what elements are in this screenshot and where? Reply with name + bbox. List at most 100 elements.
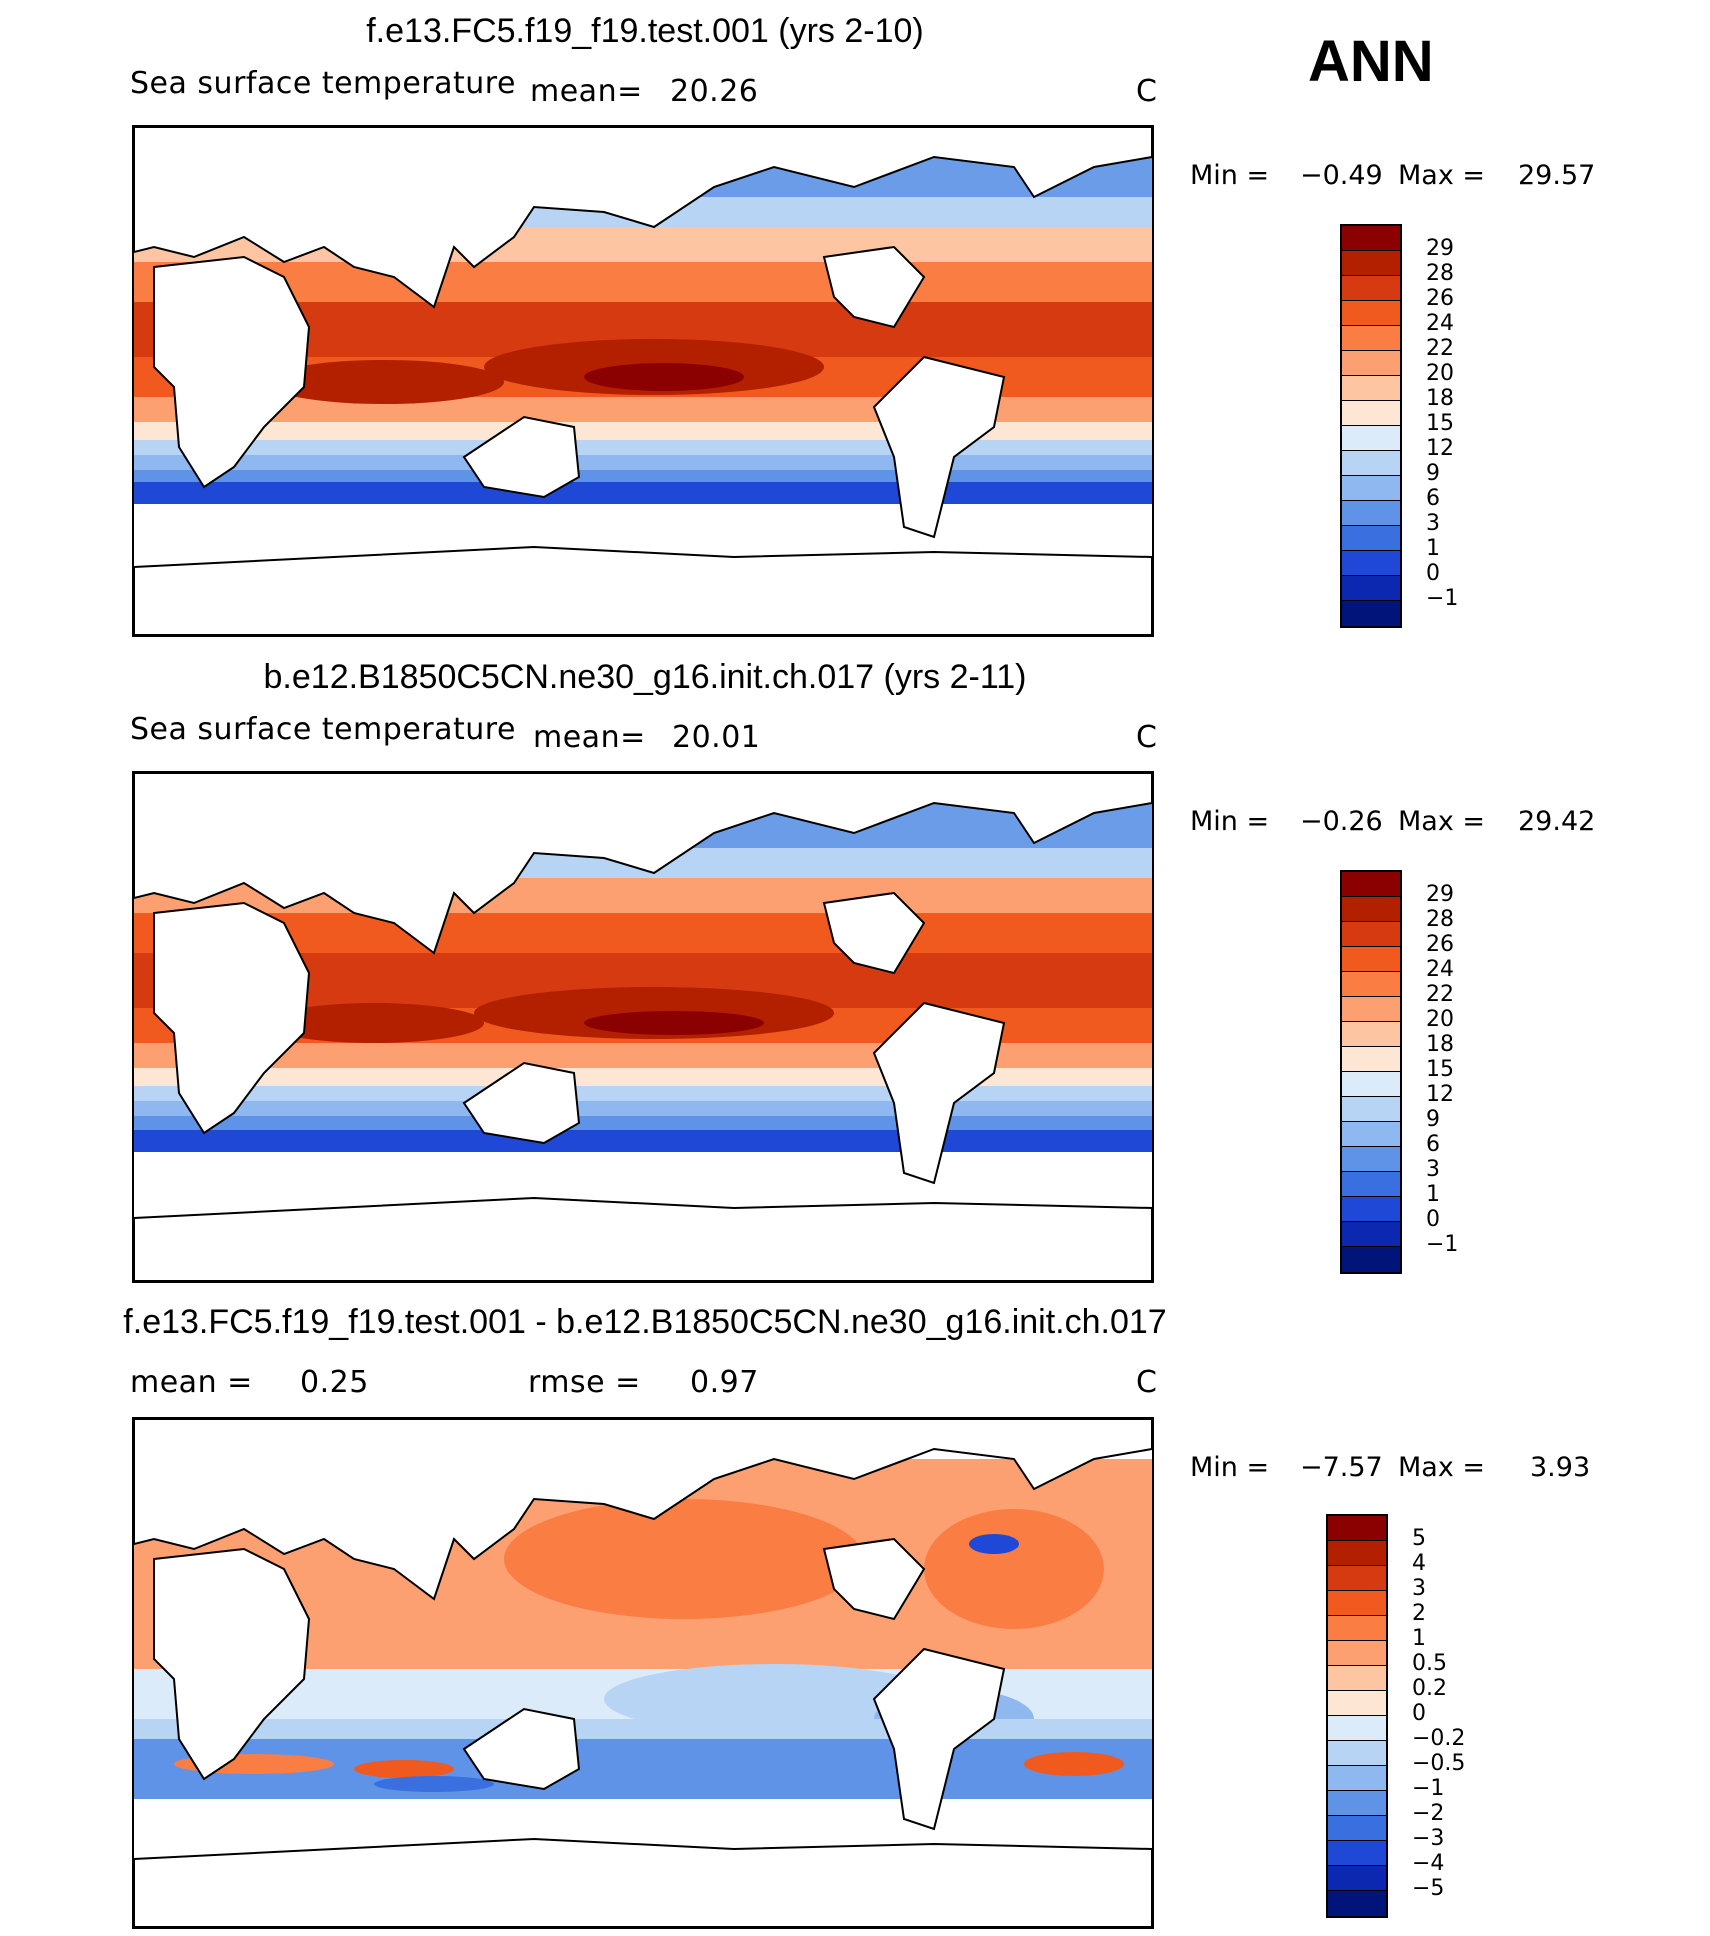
colorbar-segment (1342, 1022, 1400, 1047)
colorbar-tick-label: 3 (1426, 511, 1440, 536)
colorbar-tick-label: −3 (1412, 1826, 1445, 1851)
min-value: −0.49 (1300, 160, 1383, 191)
colorbar-segment (1342, 1222, 1400, 1247)
colorbar-tick-label: 28 (1426, 261, 1454, 286)
colorbar-box (1326, 1514, 1388, 1918)
colorbar-tick-label: 6 (1426, 486, 1440, 511)
colorbar-tick-label: 15 (1426, 411, 1454, 436)
colorbar-segment (1342, 226, 1400, 251)
colorbar-segment (1328, 1591, 1386, 1616)
mean-label: mean = (130, 1365, 253, 1400)
map-svg (134, 127, 1152, 635)
min-label: Min = (1190, 1452, 1270, 1483)
colorbar-segment (1342, 476, 1400, 501)
colorbar-segment (1342, 1197, 1400, 1222)
colorbar-segment (1342, 326, 1400, 351)
colorbar-box (1340, 870, 1402, 1274)
colorbar-segment (1328, 1816, 1386, 1841)
colorbar-segment (1328, 1641, 1386, 1666)
colorbar-segment (1342, 922, 1400, 947)
colorbar-tick-label: 1 (1412, 1626, 1426, 1651)
colorbar-segment (1342, 376, 1400, 401)
colorbar-box (1340, 224, 1402, 628)
colorbar-segment (1342, 301, 1400, 326)
colorbar-segment (1328, 1516, 1386, 1541)
colorbar-segment (1342, 1122, 1400, 1147)
colorbar-segment (1328, 1616, 1386, 1641)
max-value: 29.57 (1518, 160, 1596, 191)
max-label: Max = (1398, 160, 1486, 191)
colorbar-segment (1342, 972, 1400, 997)
season-label: ANN (1308, 29, 1434, 94)
colorbar-segment (1342, 872, 1400, 897)
colorbar-tick-label: 20 (1426, 1007, 1454, 1032)
colorbar-segment (1342, 1172, 1400, 1197)
panel-title: f.e13.FC5.f19_f19.test.001 - b.e12.B1850… (123, 1303, 1167, 1341)
mean-label: mean= (530, 74, 643, 109)
colorbar-segment (1342, 451, 1400, 476)
colorbar-tick-label: 2 (1412, 1601, 1426, 1626)
colorbar-segment (1342, 426, 1400, 451)
colorbar-tick-label: 22 (1426, 336, 1454, 361)
colorbar-tick-label: 0.5 (1412, 1651, 1447, 1676)
mean-value: 20.01 (672, 720, 761, 755)
colorbar-tick-label: 18 (1426, 386, 1454, 411)
colorbar-tick-label: 0.2 (1412, 1676, 1447, 1701)
colorbar-segment (1342, 351, 1400, 376)
colorbar-tick-label: −5 (1412, 1876, 1445, 1901)
colorbar-tick-label: −1 (1426, 586, 1459, 611)
colorbar-tick-label: 9 (1426, 461, 1440, 486)
mean-label: mean= (533, 720, 646, 755)
colorbar-tick-label: 1 (1426, 1182, 1440, 1207)
colorbar-segment (1342, 1072, 1400, 1097)
colorbar-segment (1342, 1247, 1400, 1272)
colorbar-tick-label: 26 (1426, 932, 1454, 957)
colorbar-tick-label: 6 (1426, 1132, 1440, 1157)
colorbar-tick-label: 24 (1426, 957, 1454, 982)
mean-value: 0.25 (300, 1365, 369, 1400)
colorbar-tick-label: 29 (1426, 236, 1454, 261)
colorbar-tick-label: 12 (1426, 436, 1454, 461)
variable-label: Sea surface temperature (130, 66, 516, 101)
colorbar-segment (1328, 1766, 1386, 1791)
colorbar-segment (1328, 1791, 1386, 1816)
units-label: C (1136, 74, 1158, 109)
variable-label: Sea surface temperature (130, 712, 516, 747)
colorbar-tick-label: −1 (1412, 1776, 1445, 1801)
min-value: −7.57 (1300, 1452, 1383, 1483)
units-label: C (1136, 1365, 1158, 1400)
max-value: 3.93 (1530, 1452, 1591, 1483)
units-label: C (1136, 720, 1158, 755)
colorbar-segment (1342, 251, 1400, 276)
colorbar-segment (1328, 1891, 1386, 1916)
colorbar-segment (1342, 1097, 1400, 1122)
map-svg (134, 1419, 1152, 1927)
colorbar-tick-label: 15 (1426, 1057, 1454, 1082)
colorbar-tick-label: 28 (1426, 907, 1454, 932)
colorbar-tick-label: 20 (1426, 361, 1454, 386)
colorbar-segment (1328, 1691, 1386, 1716)
colorbar-tick-label: 1 (1426, 536, 1440, 561)
colorbar-segment (1342, 897, 1400, 922)
colorbar-tick-label: −4 (1412, 1851, 1445, 1876)
colorbar-segment (1342, 601, 1400, 626)
colorbar-segment (1328, 1541, 1386, 1566)
min-label: Min = (1190, 806, 1270, 837)
sst-difference-map (132, 1417, 1154, 1929)
min-value: −0.26 (1300, 806, 1383, 837)
colorbar-segment (1342, 401, 1400, 426)
colorbar-tick-label: 3 (1426, 1157, 1440, 1182)
rmse-value: 0.97 (690, 1365, 759, 1400)
colorbar-segment (1328, 1866, 1386, 1891)
colorbar-tick-label: 22 (1426, 982, 1454, 1007)
colorbar-tick-label: 3 (1412, 1576, 1426, 1601)
colorbar-tick-label: 4 (1412, 1551, 1426, 1576)
colorbar-segment (1328, 1841, 1386, 1866)
colorbar-tick-label: 24 (1426, 311, 1454, 336)
colorbar-segment (1342, 501, 1400, 526)
colorbar-tick-label: −1 (1426, 1232, 1459, 1257)
colorbar-segment (1342, 1047, 1400, 1072)
colorbar-tick-label: 12 (1426, 1082, 1454, 1107)
panel-title: b.e12.B1850C5CN.ne30_g16.init.ch.017 (yr… (263, 658, 1027, 696)
colorbar-tick-label: 29 (1426, 882, 1454, 907)
